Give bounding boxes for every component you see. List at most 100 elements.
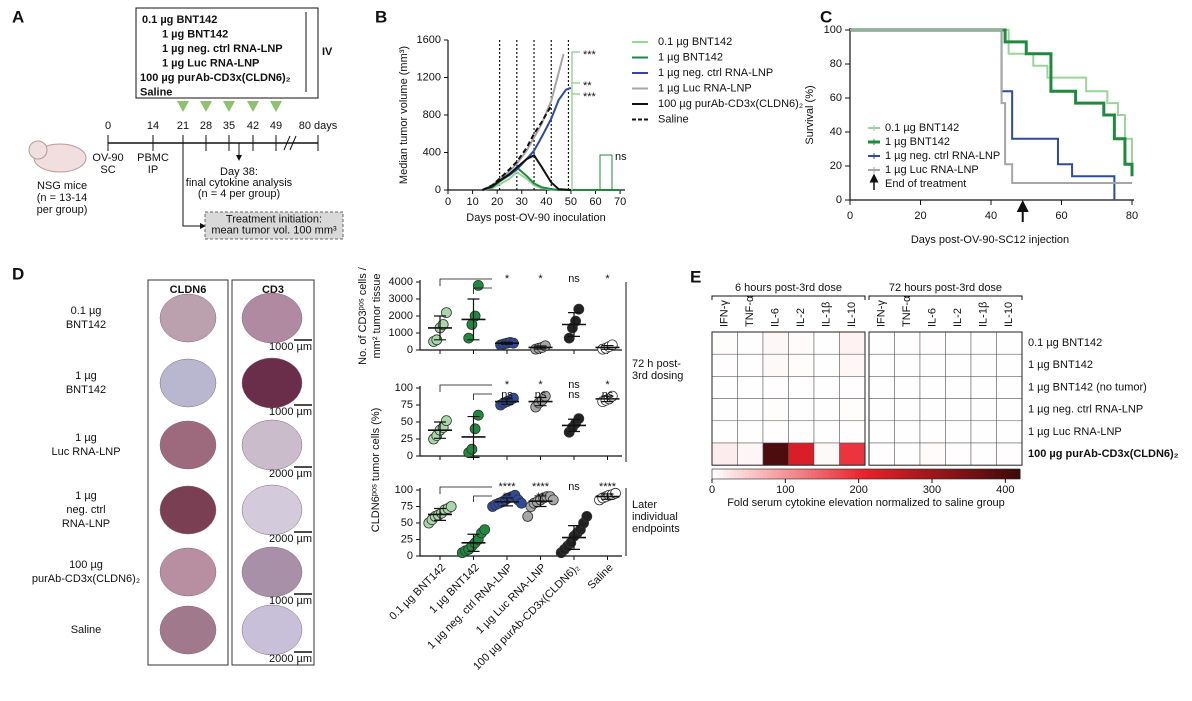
data-point [573,413,585,425]
colorbar-segment [774,469,779,479]
x-tick-label: 60 [1055,210,1067,222]
start-box [204,211,344,240]
tissue-cldn6 [159,358,217,408]
colorbar-segment [910,469,915,479]
bracket-label: 3rd dosing [632,370,683,382]
y-tick-label: 2000 [389,310,413,322]
colorbar-segment [954,469,959,479]
significance: *** [583,91,597,103]
heat-cell [919,353,946,377]
colorbar-segment [800,469,805,479]
row-label: 0.1 µg BNT142 [1028,337,1102,349]
data-point [573,303,585,315]
heat-cell [919,442,946,466]
y-tick-label: 800 [423,109,441,121]
significance: ns [501,389,513,401]
colorbar-segment [877,469,882,479]
colorbar-segment [778,469,783,479]
heat-cell [945,331,972,355]
colorbar-segment [965,469,970,479]
heat-cell [945,376,972,399]
column-box [231,279,315,666]
row-label: 1 µg neg. ctrl RNA-LNP [1028,404,1143,416]
row-label: 1 µg [75,370,97,382]
column-group: 72 hours post-3rd dose [889,282,1002,294]
row-label: neg. ctrl [66,504,105,516]
column-label: TNF-α [744,295,756,327]
significance: **** [599,481,617,493]
colorbar-segment [987,469,992,479]
heat-cell [737,398,764,422]
colorbar-segment [935,469,940,479]
x-tick-label: 70 [614,196,626,208]
heat-cell [996,353,1023,377]
scale-bar-label: 2000 µm [269,653,312,665]
dose-marker [223,101,235,112]
y-tick-label: 0 [407,344,413,356]
x-tick-label: 60 [589,196,601,208]
colorbar-segment [913,469,918,479]
heat-cell [813,353,840,377]
event-label: PBMC [137,152,169,164]
y-tick-label: 50 [401,517,413,529]
data-point [466,443,478,455]
tissue-cd3 [241,292,303,344]
break [283,135,297,151]
colorbar-segment [763,469,768,479]
analysis-label: (n = 4 per group) [198,188,280,200]
colorbar-segment [829,469,834,479]
colorbar-segment [715,469,720,479]
tissue-cldn6 [159,420,217,470]
scale-bar-label: 1000 µm [269,406,312,418]
significance: * [538,379,543,391]
colorbar-segment [712,469,717,479]
heat-cell [970,398,997,422]
x-tick-label: 20 [914,210,926,222]
heat-cell [762,420,789,444]
heat-cell [762,398,789,422]
colorbar-segment [792,469,797,479]
y-tick-label: 50 [401,416,413,428]
x-tick-label: 20 [491,196,503,208]
colorbar-segment [884,469,889,479]
treatment: 100 µg purAb-CD3x(CLDN6)₂ [140,72,291,84]
data-point [469,423,481,435]
colorbar-segment [983,469,988,479]
heat-cell [919,420,946,444]
column-label: IL-10 [1003,302,1015,327]
y-tick-label: 4000 [389,276,413,288]
colorbar-segment [939,469,944,479]
timeline-day: 14 [147,120,159,132]
row-label: 1 µg BNT142 [1028,359,1093,371]
colorbar-tick-label: 100 [776,484,794,496]
x-tick-label: 0 [847,210,853,222]
colorbar-segment [851,469,856,479]
heat-cell [894,376,921,399]
colorbar-segment [873,469,878,479]
colorbar-segment [979,469,984,479]
bracket-label: Later [632,499,657,511]
treatment-box [135,7,319,99]
column-label: IL-2 [952,308,964,327]
heat-cell [762,442,789,466]
event-label: SC [100,164,115,176]
y-tick-label: 75 [401,399,413,411]
heat-cell [711,353,738,377]
heat-cell [813,376,840,399]
heat-cell [737,442,764,466]
tissue-cldn6 [159,547,217,597]
legend-label: 1 µg BNT142 [658,51,723,63]
analysis-label: final cytokine analysis [186,177,293,189]
y-tick-label: 40 [830,126,842,138]
mouse-head [28,140,48,160]
bracket-label: individual [632,511,678,523]
colorbar-segment [803,469,808,479]
heat-cell [788,376,815,399]
colorbar-frame [711,468,1021,480]
bracket [571,51,580,190]
y-tick-label: 0 [836,194,842,206]
colorbar-segment [789,469,794,479]
colorbar-segment [1009,469,1014,479]
row-label: BNT142 [66,319,106,331]
heat-cell [762,331,789,355]
